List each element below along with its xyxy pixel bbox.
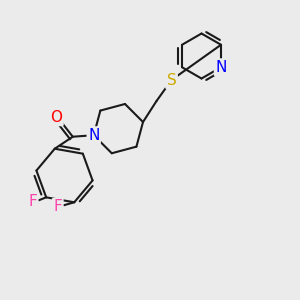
Text: S: S [167, 73, 176, 88]
Text: F: F [28, 194, 37, 209]
Text: N: N [215, 60, 227, 75]
Text: N: N [88, 128, 99, 143]
Text: F: F [53, 199, 62, 214]
Text: O: O [50, 110, 62, 125]
